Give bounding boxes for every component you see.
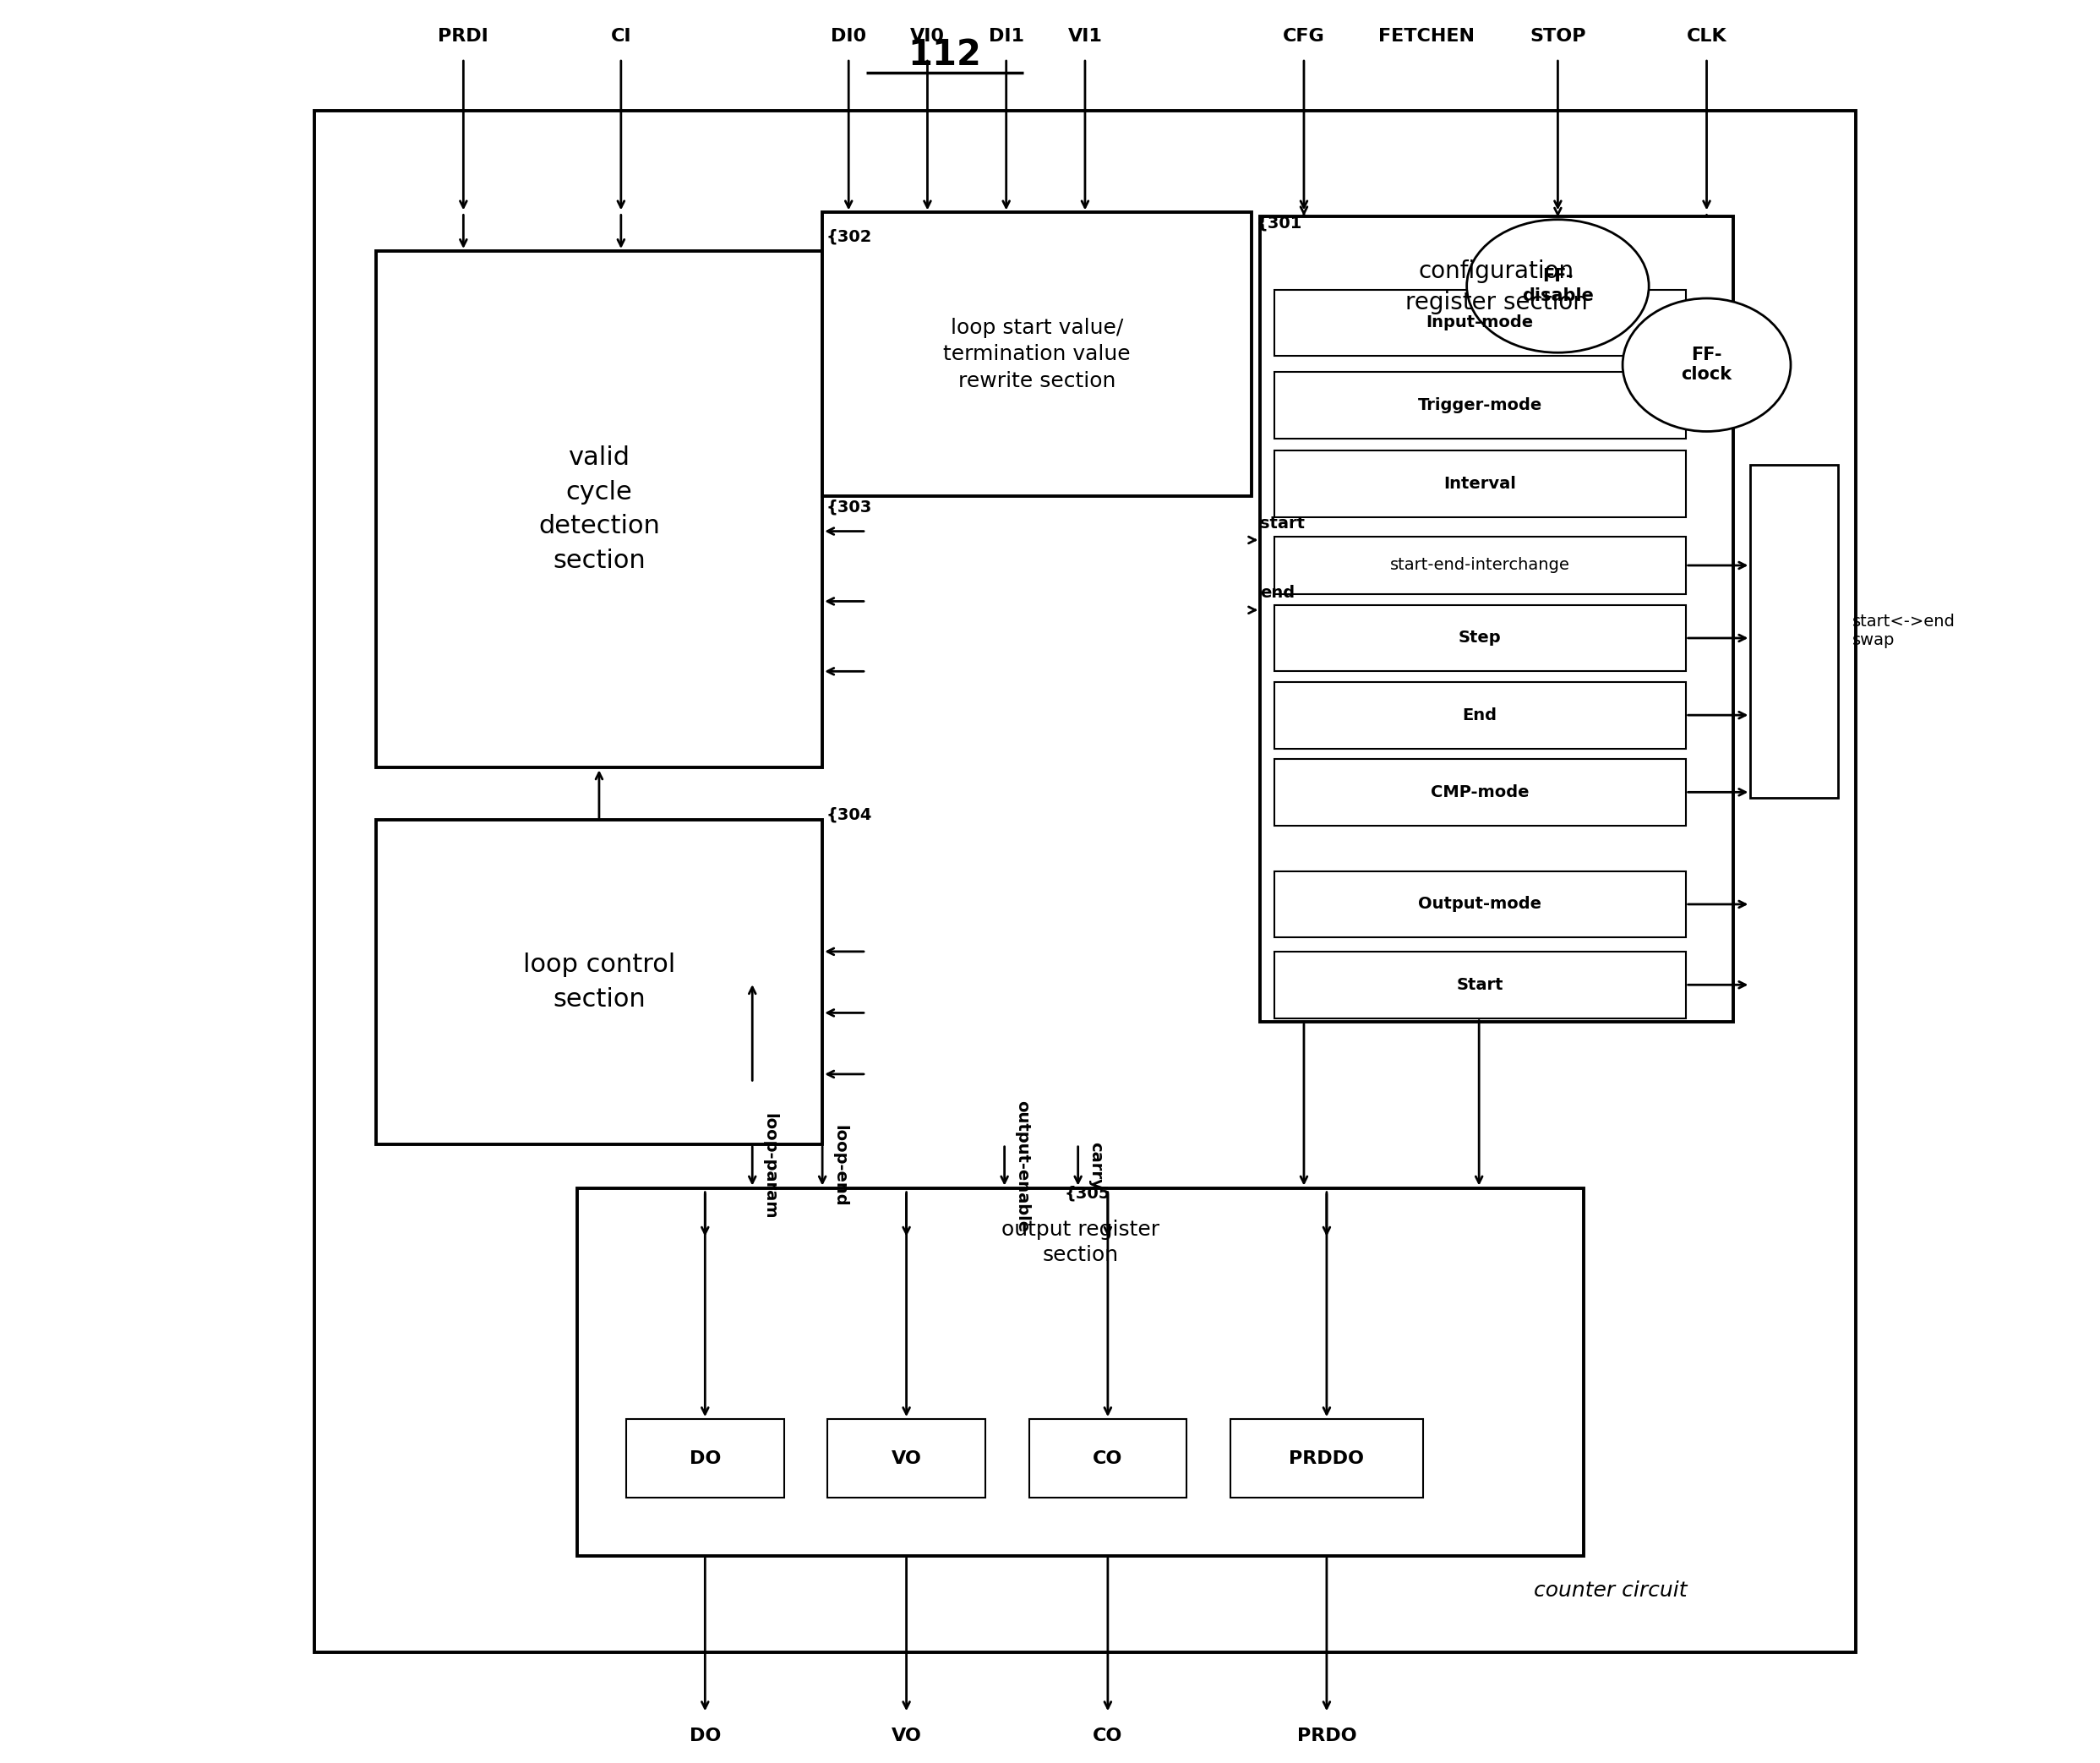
Text: CMP-mode: CMP-mode — [1430, 785, 1529, 800]
Bar — [823, 213, 1252, 495]
Bar — [1260, 217, 1732, 1021]
Bar — [827, 1419, 985, 1499]
Text: {301: {301 — [1256, 215, 1302, 231]
Text: carry: carry — [1088, 1142, 1105, 1190]
Text: DO: DO — [689, 1451, 720, 1467]
Text: configuration
register section: configuration register section — [1405, 259, 1588, 314]
Bar — [315, 111, 1856, 1652]
Bar — [1275, 682, 1686, 749]
Text: Interval: Interval — [1443, 476, 1516, 492]
Text: valid
cycle
detection
section: valid cycle detection section — [538, 446, 659, 573]
Text: loop control
section: loop control section — [523, 952, 676, 1012]
Text: FF-
clock: FF- clock — [1682, 347, 1732, 383]
Bar — [1275, 372, 1686, 439]
Bar — [376, 250, 823, 767]
Text: output-enable: output-enable — [1014, 1100, 1029, 1232]
Text: loop-end: loop-end — [832, 1125, 848, 1208]
Bar — [626, 1419, 783, 1499]
Text: {305: {305 — [1065, 1185, 1111, 1201]
Text: 112: 112 — [907, 37, 981, 72]
Text: Trigger-mode: Trigger-mode — [1418, 397, 1541, 413]
Text: loop start value/
termination value
rewrite section: loop start value/ termination value rewr… — [943, 317, 1130, 391]
Bar — [1275, 451, 1686, 517]
Bar — [376, 820, 823, 1144]
Text: counter circuit: counter circuit — [1533, 1581, 1686, 1601]
Text: DO: DO — [689, 1728, 720, 1744]
Text: CLK: CLK — [1686, 28, 1726, 44]
Text: CO: CO — [1092, 1451, 1124, 1467]
Text: Start: Start — [1457, 977, 1504, 993]
Text: start-end-interchange: start-end-interchange — [1390, 557, 1571, 573]
Text: end: end — [1260, 585, 1296, 601]
Text: start: start — [1260, 515, 1304, 531]
Text: start<->end
swap: start<->end swap — [1852, 614, 1955, 649]
Text: STOP: STOP — [1529, 28, 1586, 44]
Text: Step: Step — [1459, 629, 1501, 645]
Text: VO: VO — [890, 1451, 922, 1467]
Text: PRDI: PRDI — [439, 28, 489, 44]
Text: PRDDO: PRDDO — [1289, 1451, 1365, 1467]
Bar — [1275, 758, 1686, 825]
Text: CFG: CFG — [1283, 28, 1325, 44]
Bar — [1275, 871, 1686, 938]
Bar — [1275, 536, 1686, 594]
Text: {302: {302 — [825, 229, 871, 245]
Bar — [1751, 465, 1838, 797]
Ellipse shape — [1623, 298, 1791, 432]
Text: CO: CO — [1092, 1728, 1124, 1744]
Text: VO: VO — [890, 1728, 922, 1744]
Text: FF-
disable: FF- disable — [1522, 268, 1594, 305]
Bar — [1231, 1419, 1424, 1499]
Bar — [578, 1188, 1583, 1555]
Text: VI0: VI0 — [909, 28, 945, 44]
Text: output register
section: output register section — [1002, 1220, 1159, 1264]
Text: DI0: DI0 — [832, 28, 867, 44]
Ellipse shape — [1466, 220, 1648, 353]
Text: {303: {303 — [825, 499, 871, 515]
Text: PRDO: PRDO — [1298, 1728, 1357, 1744]
Text: {304: {304 — [825, 807, 871, 823]
Bar — [1275, 289, 1686, 356]
Bar — [1275, 605, 1686, 672]
Bar — [1029, 1419, 1186, 1499]
Text: FETCHEN: FETCHEN — [1378, 28, 1474, 44]
Text: CI: CI — [611, 28, 632, 44]
Text: VI1: VI1 — [1067, 28, 1103, 44]
Text: loop-param: loop-param — [762, 1112, 777, 1218]
Bar — [1275, 952, 1686, 1017]
Text: End: End — [1462, 707, 1497, 723]
Text: DI1: DI1 — [989, 28, 1025, 44]
Text: Input-mode: Input-mode — [1426, 316, 1533, 331]
Text: Output-mode: Output-mode — [1418, 896, 1541, 911]
